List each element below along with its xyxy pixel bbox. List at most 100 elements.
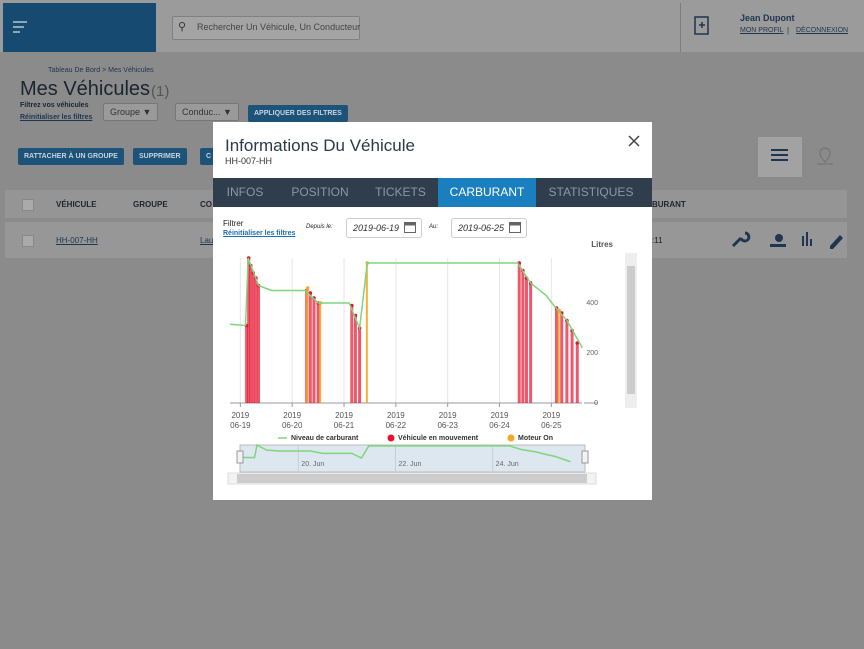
date-input[interactable]: 2019-06-19 bbox=[346, 218, 423, 238]
date-text: 2019-06-25 bbox=[458, 223, 505, 233]
tab[interactable]: POSITION bbox=[291, 185, 349, 199]
bar bbox=[358, 328, 362, 403]
action-button[interactable]: SUPPRIMER bbox=[133, 148, 187, 165]
cell: :11 bbox=[652, 236, 663, 245]
page-count: (1) bbox=[151, 83, 170, 100]
point bbox=[575, 341, 580, 345]
bar bbox=[308, 293, 312, 403]
menu-icon bbox=[13, 21, 27, 33]
bar bbox=[306, 288, 309, 403]
x-tick-label: 2019 06-22 bbox=[385, 411, 407, 430]
bar bbox=[251, 273, 255, 403]
filter-label: Filtrez vos véhicules bbox=[20, 102, 89, 109]
date-text: 2019-06-19 bbox=[353, 223, 400, 233]
tab[interactable]: INFOS bbox=[226, 185, 264, 199]
checkbox[interactable] bbox=[22, 199, 34, 211]
filter-text: Groupe bbox=[110, 107, 141, 117]
bar bbox=[350, 305, 354, 403]
column-header[interactable]: GROUPE bbox=[133, 200, 168, 209]
nav-tick-label: 22. Jun bbox=[398, 461, 421, 468]
checkbox[interactable] bbox=[22, 235, 34, 247]
page-title: Mes Véhicules bbox=[20, 78, 151, 100]
user-name: Jean Dupont bbox=[740, 13, 795, 23]
nav-handle bbox=[581, 450, 589, 464]
cell[interactable]: Lau bbox=[200, 236, 214, 245]
breadcrumb: Tableau De Bord > Mes Véhicules bbox=[48, 67, 154, 74]
bar bbox=[529, 283, 533, 403]
tab-bar bbox=[213, 178, 652, 207]
search-placeholder: Rechercher Un Véhicule, Un Conducteur bbox=[197, 22, 361, 32]
fuel-line bbox=[229, 257, 584, 349]
logout-link[interactable]: DÉCONNEXION bbox=[796, 27, 849, 34]
legend-marker bbox=[387, 434, 395, 442]
bar bbox=[560, 313, 564, 403]
bar bbox=[365, 263, 368, 403]
legend-label: Moteur On bbox=[518, 435, 553, 442]
divider bbox=[680, 3, 681, 52]
y-tick-label: 400 bbox=[586, 300, 598, 307]
map-view[interactable] bbox=[815, 146, 835, 166]
reset-link[interactable]: Réinitialiser les filtres bbox=[223, 230, 296, 237]
filter-text: Conduc... bbox=[182, 107, 221, 117]
tab[interactable]: STATISTIQUES bbox=[548, 185, 634, 199]
separator: | bbox=[787, 26, 790, 35]
apply-button[interactable]: APPLIQUER DES FILTRES bbox=[248, 105, 348, 122]
date-input[interactable]: 2019-06-25 bbox=[451, 218, 528, 238]
x-tick-label: 2019 06-21 bbox=[333, 411, 355, 430]
row-actions[interactable] bbox=[730, 230, 850, 250]
cell[interactable]: HH-007-HH bbox=[56, 236, 98, 245]
filter-label: Filtrer bbox=[223, 219, 244, 228]
search-box[interactable]: ⚲ Rechercher Un Véhicule, Un Conducteur bbox=[172, 16, 360, 40]
column-header[interactable]: BURANT bbox=[652, 200, 686, 209]
x-tick-label: 2019 06-25 bbox=[541, 411, 562, 430]
close-button[interactable] bbox=[627, 134, 641, 148]
fuel-chart: Litres 0 200 400 Niveau de carburant Véhicul… bbox=[227, 240, 637, 485]
filter-select[interactable]: Conduc... ▼ bbox=[175, 103, 239, 121]
from-label: Depuis le: bbox=[306, 224, 333, 230]
list-view[interactable] bbox=[758, 137, 802, 177]
x-tick-label: 2019 06-23 bbox=[437, 411, 458, 430]
bar bbox=[517, 263, 521, 403]
nav-handle bbox=[236, 450, 244, 464]
x-tick-label: 2019 06-24 bbox=[489, 411, 510, 430]
y-tick-label: 0 bbox=[594, 400, 598, 407]
action-button[interactable]: C bbox=[200, 148, 218, 165]
modal-subtitle: HH-007-HH bbox=[225, 156, 273, 166]
bar bbox=[247, 258, 251, 403]
column-header[interactable]: CO bbox=[200, 200, 212, 209]
reset-link[interactable]: Réinitialiser les filtres bbox=[20, 114, 93, 121]
bar bbox=[249, 265, 253, 403]
bar bbox=[557, 310, 560, 403]
bar bbox=[521, 270, 525, 403]
scroll-thumb[interactable] bbox=[627, 266, 635, 394]
legend-label: Niveau de carburant bbox=[291, 435, 359, 442]
bar bbox=[524, 278, 528, 403]
modal-title: Informations Du Véhicule bbox=[225, 136, 415, 155]
filter-select[interactable]: Groupe ▼ bbox=[103, 103, 159, 121]
action-button[interactable]: RATTACHER À UN GROUPE bbox=[18, 148, 124, 165]
x-tick-label: 2019 06-19 bbox=[230, 411, 251, 430]
bar bbox=[319, 303, 322, 403]
y-tick-label: 200 bbox=[586, 350, 598, 357]
bar bbox=[245, 325, 249, 403]
bar bbox=[254, 278, 258, 403]
bar bbox=[312, 298, 316, 403]
bar bbox=[353, 315, 357, 403]
bar bbox=[570, 330, 574, 403]
bar bbox=[575, 343, 579, 403]
bar bbox=[565, 320, 569, 403]
bar bbox=[555, 308, 559, 403]
tab[interactable]: TICKETS bbox=[375, 185, 426, 199]
menu-block[interactable] bbox=[3, 3, 156, 52]
bar bbox=[316, 303, 320, 403]
profile-link[interactable]: MON PROFIL bbox=[740, 27, 784, 34]
y-axis-label: Litres bbox=[591, 240, 613, 249]
column-header[interactable]: VÉHICULE bbox=[56, 200, 97, 209]
tab[interactable]: CARBURANT bbox=[438, 178, 536, 207]
add-icon[interactable] bbox=[694, 16, 710, 36]
nav-thumb[interactable] bbox=[237, 474, 587, 483]
x-tick-label: 2019 06-20 bbox=[281, 411, 303, 430]
nav-tick-label: 24. Jun bbox=[496, 461, 519, 468]
nav-tick-label: 20. Jun bbox=[301, 461, 324, 468]
point bbox=[305, 286, 310, 290]
